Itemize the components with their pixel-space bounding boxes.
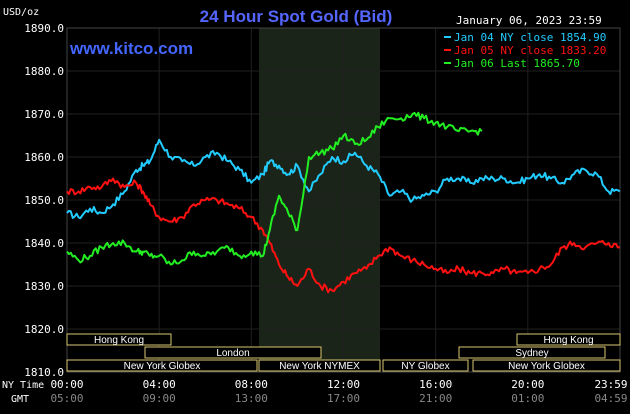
x-tick-ny: 23:59 — [594, 378, 627, 391]
x-tick-gmt: 21:00 — [419, 392, 452, 405]
market-sessions: Hong Kong Hong Kong London Sydney New York G… — [66, 333, 621, 372]
market-box — [66, 333, 172, 346]
legend-entry: Jan 06 Last 1865.70 — [454, 57, 580, 70]
y-tick-label: 1860.0 — [24, 151, 64, 164]
y-tick-label: 1890.0 — [24, 22, 64, 35]
ny-time-label: NY Time — [2, 380, 44, 391]
market-box — [258, 359, 381, 372]
datetime-label: January 06, 2023 23:59 — [456, 14, 602, 27]
x-tick-gmt: 04:59 — [594, 392, 627, 405]
market-label: New York NYMEX — [279, 361, 360, 372]
market-label: NY Globex — [401, 361, 449, 372]
series-line — [66, 138, 621, 220]
market-label: London — [216, 348, 249, 359]
chart-title: 24 Hour Spot Gold (Bid) — [200, 7, 393, 26]
market-label: New York Globex — [508, 361, 585, 372]
x-tick-gmt: 05:00 — [50, 392, 83, 405]
y-tick-label: 1850.0 — [24, 194, 64, 207]
series-line — [66, 177, 620, 294]
market-box — [382, 359, 469, 372]
x-tick-gmt: 17:00 — [327, 392, 360, 405]
x-tick-ny: 08:00 — [235, 378, 268, 391]
legend-entry: Jan 05 NY close 1833.20 — [454, 44, 606, 57]
site-label: www.kitco.com — [69, 39, 193, 58]
y-tick-label: 1880.0 — [24, 65, 64, 78]
unit-label: USD/oz — [3, 7, 39, 18]
market-label: Hong Kong — [94, 335, 144, 346]
market-label: New York Globex — [124, 361, 201, 372]
gmt-label: GMT — [11, 394, 29, 405]
market-label: Hong Kong — [543, 335, 593, 346]
x-tick-ny: 00:00 — [50, 378, 83, 391]
y-tick-label: 1830.0 — [24, 280, 64, 293]
series-line — [66, 111, 483, 266]
market-box — [458, 346, 606, 359]
x-tick-ny: 16:00 — [419, 378, 452, 391]
market-box — [66, 359, 258, 372]
x-tick-ny: 12:00 — [327, 378, 360, 391]
y-tick-label: 1870.0 — [24, 108, 64, 121]
y-tick-label: 1810.0 — [24, 366, 64, 379]
market-box — [472, 359, 621, 372]
y-tick-label: 1820.0 — [24, 323, 64, 336]
x-tick-gmt: 09:00 — [143, 392, 176, 405]
x-tick-ny: 20:00 — [511, 378, 544, 391]
legend-entry: Jan 04 NY close 1854.90 — [454, 31, 606, 44]
series-lines — [66, 111, 621, 294]
market-box — [144, 346, 322, 359]
plot-frame — [66, 27, 621, 373]
y-tick-label: 1840.0 — [24, 237, 64, 250]
market-label: Sydney — [515, 348, 548, 359]
market-box — [516, 333, 621, 346]
x-tick-gmt: 13:00 — [235, 392, 268, 405]
x-tick-gmt: 01:00 — [511, 392, 544, 405]
y-tick-labels: 1890.0 1880.0 1870.0 1860.0 1850.0 1840.0 1830… — [24, 22, 64, 379]
x-tick-ny: 04:00 — [143, 378, 176, 391]
